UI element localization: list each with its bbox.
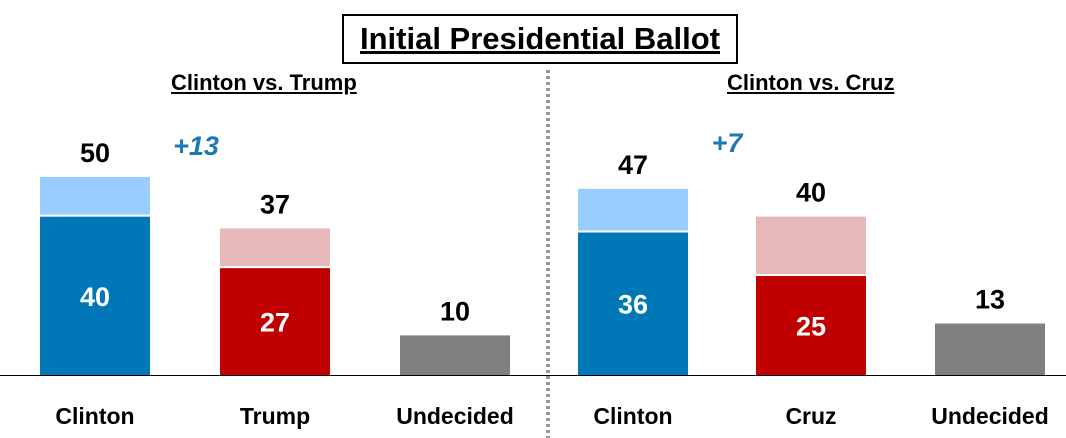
bar-strong-clinton: [578, 232, 688, 375]
category-label-clinton: Clinton: [55, 403, 134, 429]
bar-strong-clinton: [40, 216, 150, 375]
category-label-trump: Trump: [240, 403, 310, 429]
data-label-total-clinton: 47: [618, 150, 648, 180]
data-label-strong-cruz: 25: [796, 312, 826, 342]
panel-title-trump: Clinton vs. Trump: [171, 70, 357, 95]
bar-strong-cruz: [756, 276, 866, 375]
margin-label: +7: [712, 128, 745, 158]
category-label-undecided: Undecided: [396, 403, 514, 429]
bar-total-undecided: [400, 335, 510, 375]
chart-title: Initial Presidential Ballot: [342, 14, 738, 64]
data-label-total-undecided: 10: [440, 296, 470, 326]
data-label-total-undecided: 13: [975, 285, 1005, 315]
data-label-total-cruz: 40: [796, 178, 826, 208]
data-label-total-clinton: 50: [80, 138, 110, 168]
data-label-strong-clinton: 40: [80, 282, 110, 312]
margin-label: +13: [173, 131, 219, 161]
data-label-strong-clinton: 36: [618, 290, 648, 320]
data-label-total-trump: 37: [260, 189, 290, 219]
category-label-cruz: Cruz: [785, 403, 836, 429]
bar-strong-trump: [220, 268, 330, 375]
panel-title-cruz: Clinton vs. Cruz: [727, 70, 895, 95]
category-label-undecided: Undecided: [931, 403, 1049, 429]
bar-total-undecided: [935, 323, 1045, 375]
data-label-strong-trump: 27: [260, 308, 290, 338]
category-label-clinton: Clinton: [593, 403, 672, 429]
